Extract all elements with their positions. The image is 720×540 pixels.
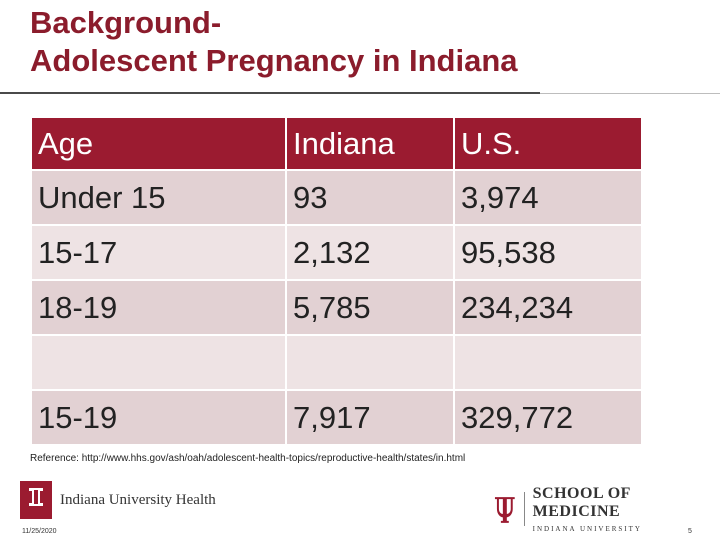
footer-date: 11/25/2020 [22,528,57,535]
cell-indiana: 5,785 [287,281,453,334]
cell-indiana: 93 [287,171,453,224]
university-name: INDIANA UNIVERSITY [532,525,642,533]
iu-health-name: Indiana University Health [60,491,216,508]
iu-health-mark-icon [20,481,52,519]
cell-us: 95,538 [455,226,641,279]
cell-us [455,336,641,389]
header-us: U.S. [455,118,641,169]
cell-us: 234,234 [455,281,641,334]
title-line-1: Background- [30,5,222,40]
table-row-empty [32,336,641,389]
slide-title: Background- Adolescent Pregnancy in Indi… [30,4,690,80]
title-line-2: Adolescent Pregnancy in Indiana [30,43,518,78]
table-row-total: 15-19 7,917 329,772 [32,391,641,444]
school-name: SCHOOL OF MEDICINE [532,485,631,520]
table-row: 18-19 5,785 234,234 [32,281,641,334]
header-age: Age [32,118,285,169]
iu-health-logo: Indiana University Health [20,481,216,519]
table-header-row: Age Indiana U.S. [32,118,641,169]
iu-trident-icon [494,497,515,523]
cell-age [32,336,285,389]
cell-age: 15-19 [32,391,285,444]
school-text: SCHOOL OF MEDICINE INDIANA UNIVERSITY [533,485,720,533]
cell-age: Under 15 [32,171,285,224]
header-indiana: Indiana [287,118,453,169]
cell-indiana: 7,917 [287,391,453,444]
cell-us: 3,974 [455,171,641,224]
title-divider-light [540,93,720,94]
pregnancy-table: Age Indiana U.S. Under 15 93 3,974 15-17… [30,116,643,446]
logo-separator [523,492,525,526]
page-number: 5 [688,528,692,535]
table-row: 15-17 2,132 95,538 [32,226,641,279]
cell-age: 18-19 [32,281,285,334]
cell-us: 329,772 [455,391,641,444]
table-row: Under 15 93 3,974 [32,171,641,224]
reference-text: Reference: http://www.hhs.gov/ash/oah/ad… [30,453,466,464]
cell-age: 15-17 [32,226,285,279]
cell-indiana [287,336,453,389]
iu-school-of-medicine-logo: SCHOOL OF MEDICINE INDIANA UNIVERSITY [492,485,720,533]
title-divider [0,92,540,94]
cell-indiana: 2,132 [287,226,453,279]
